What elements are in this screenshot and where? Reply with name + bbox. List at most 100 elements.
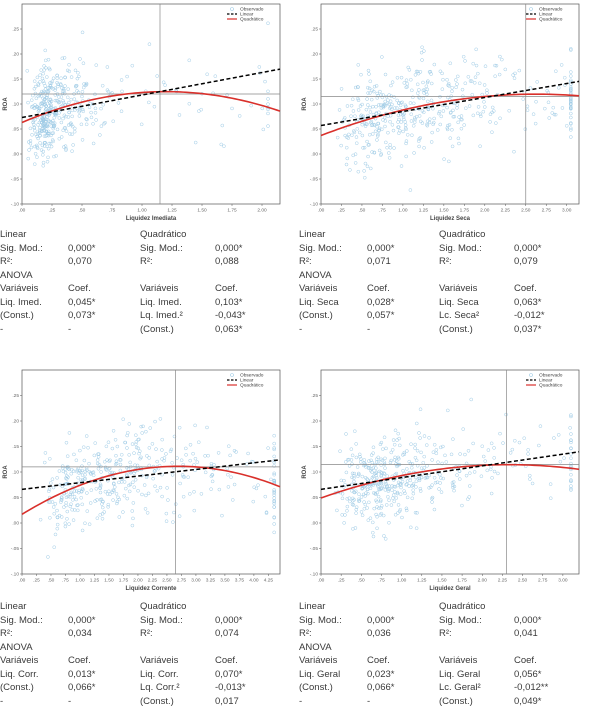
observed-point	[75, 469, 79, 474]
observed-point	[552, 436, 556, 440]
observed-point	[395, 98, 399, 103]
observed-point	[47, 141, 51, 146]
observed-point	[380, 127, 384, 132]
observed-point	[377, 110, 381, 115]
observed-point	[94, 63, 98, 67]
observed-point	[68, 495, 72, 499]
observed-point	[373, 492, 378, 496]
legend-label: Quadrático	[539, 17, 563, 23]
observed-point	[63, 467, 68, 471]
observed-point	[199, 492, 204, 496]
observed-point	[125, 446, 129, 450]
observed-point	[170, 473, 175, 477]
observed-point	[369, 468, 373, 473]
observed-point	[67, 431, 72, 435]
observed-point	[98, 133, 102, 137]
observed-point	[485, 88, 489, 92]
observed-point	[48, 500, 52, 504]
observed-point	[440, 103, 445, 108]
observed-point	[397, 456, 401, 461]
observed-point	[569, 484, 573, 488]
observed-point	[152, 469, 157, 473]
observed-point	[76, 70, 80, 75]
x-axis-label: Liquidez Seca	[430, 216, 471, 222]
observed-point	[47, 131, 51, 136]
observed-point	[390, 484, 394, 488]
observed-point	[360, 133, 365, 138]
observed-point	[368, 79, 373, 84]
observed-point	[365, 97, 369, 101]
observed-point	[43, 58, 48, 63]
observed-point	[393, 428, 398, 433]
observed-point	[147, 456, 151, 460]
observed-point	[347, 132, 351, 137]
observed-point	[372, 84, 377, 89]
observed-point	[417, 431, 421, 435]
stats-cell: 0,000*	[215, 242, 243, 254]
observed-point	[417, 478, 422, 483]
observed-point	[551, 105, 556, 110]
observed-point	[471, 113, 476, 118]
observed-point	[61, 116, 65, 121]
observed-point	[382, 534, 386, 538]
observed-point	[469, 79, 474, 83]
observed-point	[398, 443, 402, 448]
observed-point	[356, 471, 361, 476]
observed-point	[417, 114, 422, 118]
observed-point	[406, 65, 410, 70]
x-tick-label: 2.25	[148, 578, 158, 584]
observed-point	[569, 446, 573, 450]
observed-point	[357, 130, 362, 135]
observed-point	[118, 462, 123, 467]
observed-point	[569, 478, 573, 482]
observed-point	[569, 413, 573, 417]
observed-point	[553, 112, 558, 117]
observed-point	[344, 145, 349, 150]
observed-point	[251, 499, 256, 504]
observed-point	[397, 509, 402, 514]
stats-cell: 0,063*	[514, 296, 542, 308]
observed-point	[80, 138, 85, 142]
observed-point	[119, 452, 124, 457]
observed-point	[78, 57, 82, 61]
observed-point	[178, 481, 182, 486]
observed-point	[87, 470, 92, 474]
observed-point	[179, 458, 184, 462]
observed-point	[169, 447, 174, 452]
observed-point	[53, 532, 58, 537]
observed-point	[456, 120, 460, 125]
observed-point	[383, 537, 388, 541]
observed-point	[512, 149, 516, 154]
observed-point	[368, 91, 372, 95]
observed-point	[353, 114, 357, 118]
observed-point	[77, 74, 81, 79]
stats-cell: 0,063*	[215, 323, 243, 335]
stats-cell: R²:	[140, 628, 153, 639]
observed-point	[33, 144, 37, 149]
y-tick-label: .20	[311, 52, 318, 58]
observed-point	[125, 433, 129, 438]
observed-point	[351, 503, 356, 507]
observed-point	[494, 121, 498, 125]
observed-point	[446, 83, 450, 87]
observed-point	[507, 108, 511, 113]
observed-point	[375, 526, 379, 531]
observed-point	[420, 121, 425, 125]
observed-point	[546, 100, 551, 105]
observed-point	[552, 112, 557, 117]
observed-point	[369, 458, 373, 463]
observed-point	[338, 449, 342, 453]
observed-point	[376, 132, 380, 137]
observed-point	[353, 85, 358, 90]
observed-point	[393, 106, 397, 110]
observed-point	[62, 56, 67, 60]
plot-frame	[21, 369, 281, 575]
observed-point	[398, 112, 403, 117]
stats-cell: Variáveis	[439, 655, 478, 666]
x-tick-label: 2.75	[177, 578, 187, 584]
stats-cell: 0,057*	[367, 310, 395, 321]
observed-point	[429, 81, 434, 86]
observed-point	[342, 117, 346, 122]
observed-point	[134, 445, 139, 450]
